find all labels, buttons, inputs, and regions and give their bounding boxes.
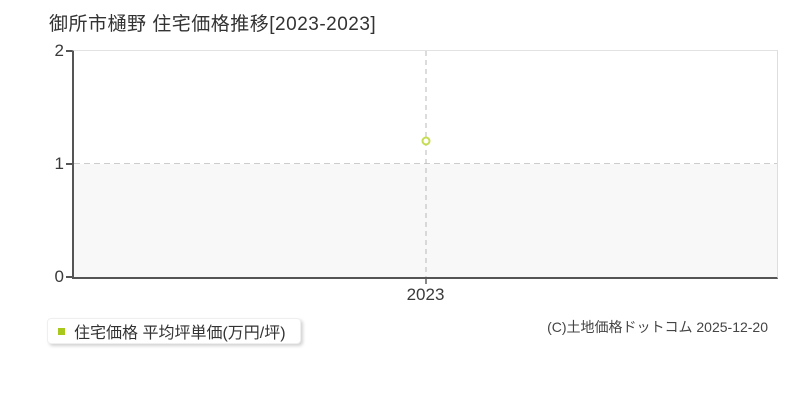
chart-title: 御所市樋野 住宅価格推移[2023-2023]: [49, 14, 377, 35]
y-tick-label-2: 2: [54, 41, 64, 60]
x-tick-2023: [424, 279, 427, 284]
x-axis-labels: 2023: [74, 285, 777, 305]
data-point-2023[interactable]: [421, 136, 430, 146]
legend: 住宅価格 平均坪単価(万円/坪): [47, 318, 301, 344]
plot-area: [66, 50, 778, 284]
y-tick-0: [66, 276, 72, 278]
copyright-text: (C)土地価格ドットコム 2025-12-20: [547, 319, 768, 335]
y-tick-label-1: 1: [54, 154, 64, 173]
legend-marker: [58, 327, 65, 335]
y-tick-1: [66, 163, 72, 165]
legend-label: 住宅価格 平均坪単価(万円/坪): [74, 325, 286, 342]
x-tick-label-2023: 2023: [406, 285, 445, 304]
gridline-x-2023: [425, 51, 426, 277]
y-tick-2: [66, 50, 72, 52]
y-tick-label-0: 0: [54, 267, 64, 286]
